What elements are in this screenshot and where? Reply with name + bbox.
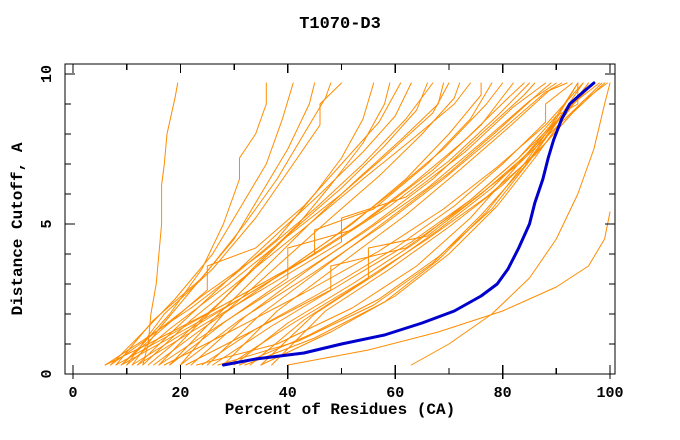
model-curve: [136, 82, 547, 366]
y-tick-label: 10: [39, 65, 56, 83]
model-curve: [115, 82, 332, 366]
model-curves: [104, 81, 611, 367]
model-curve: [179, 82, 568, 366]
model-curve: [410, 82, 611, 366]
model-curve: [120, 82, 530, 366]
model-curve: [153, 82, 504, 366]
model-curve: [131, 82, 316, 366]
model-curve: [271, 82, 608, 366]
model-curve: [233, 82, 579, 366]
model-curve: [169, 82, 444, 366]
plot-frame: [64, 63, 616, 375]
model-curve: [110, 82, 434, 366]
model-curve: [201, 82, 573, 366]
model-curve: [163, 82, 584, 366]
x-tick-label: 40: [279, 385, 297, 402]
x-tick-label: 20: [171, 385, 189, 402]
axis-ticks: [65, 64, 615, 379]
model-curve: [244, 82, 579, 366]
highlighted-model-curve: [221, 81, 596, 367]
model-curve: [239, 82, 595, 366]
model-curve: [287, 211, 611, 366]
model-curve: [217, 82, 584, 366]
model-curve: [158, 82, 557, 366]
model-curve: [120, 82, 267, 366]
model-curve: [190, 82, 536, 366]
y-tick-label: 0: [39, 369, 56, 378]
y-axis-title: Distance Cutoff, A: [9, 142, 27, 315]
model-curve: [212, 82, 595, 366]
plot-border: [64, 63, 616, 375]
model-curve: [179, 82, 461, 366]
model-curve: [126, 82, 342, 366]
model-curve: [115, 82, 482, 366]
model-curve: [196, 82, 579, 366]
model-curve: [142, 82, 471, 366]
x-axis-title: Percent of Residues (CA): [225, 401, 455, 419]
x-tick-label: 80: [494, 385, 512, 402]
y-tick-label: 5: [39, 219, 56, 228]
model-curve: [142, 82, 179, 366]
model-curve: [120, 82, 402, 366]
model-curve: [136, 82, 412, 366]
x-tick-label: 60: [386, 385, 404, 402]
axis-tick-labels: 0 20 40 60 80 100 0 5 10: [39, 65, 624, 402]
model-curve: [147, 82, 391, 366]
x-tick-label: 100: [596, 385, 623, 402]
model-curve: [222, 82, 563, 366]
model-curve: [126, 82, 450, 366]
x-tick-label: 0: [68, 385, 77, 402]
plot-title: T1070-D3: [299, 15, 381, 34]
model-curve: [131, 82, 493, 366]
